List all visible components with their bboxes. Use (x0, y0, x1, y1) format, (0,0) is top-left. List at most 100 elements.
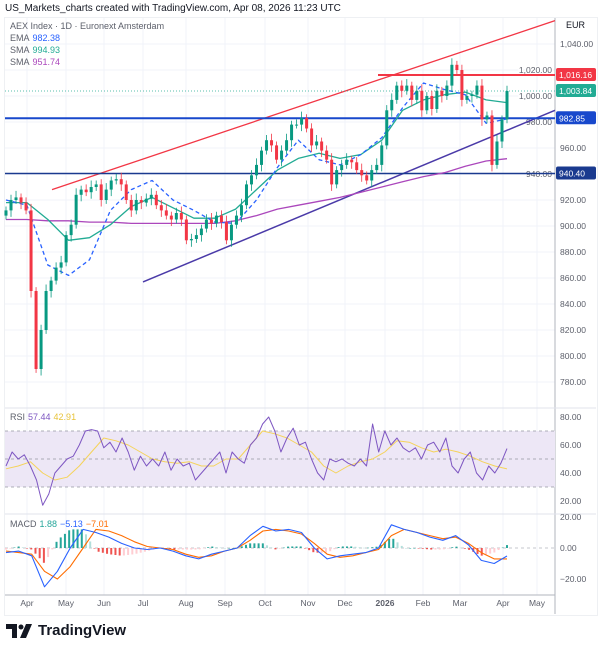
macd-histogram-bar (173, 548, 176, 550)
macd-histogram-bar (21, 547, 24, 548)
macd-histogram-bar (219, 547, 222, 549)
price-tick-label: 920.00 (560, 195, 586, 205)
candle-body (330, 159, 334, 185)
candle-body (174, 213, 178, 220)
macd-histogram-bar (421, 548, 424, 549)
macd-histogram-bar (51, 548, 54, 550)
macd-histogram-bar (278, 548, 281, 549)
candle-body (74, 194, 78, 225)
candle-body (340, 164, 344, 171)
macd-histogram-bar (89, 541, 92, 548)
candle-body (54, 267, 58, 281)
macd-histogram-bar (295, 546, 298, 548)
candle-body (24, 202, 28, 211)
macd-histogram-bar (442, 548, 445, 550)
candle-body (204, 219, 208, 229)
macd-histogram-bar (34, 548, 37, 554)
macd-histogram-bar (139, 548, 142, 553)
price-tick-label: 840.00 (560, 299, 586, 309)
candle-body (280, 150, 284, 160)
macd-histogram-bar (497, 548, 500, 551)
macd-histogram-bar (190, 548, 193, 550)
candle-body (265, 140, 269, 151)
candle-body (169, 215, 173, 220)
candle-body (350, 159, 354, 163)
macd-histogram-bar (80, 529, 83, 548)
macd-histogram-bar (270, 547, 273, 548)
candle-body (44, 291, 48, 330)
macd-histogram-bar (5, 548, 7, 550)
candle-body (405, 85, 409, 91)
macd-histogram-bar (455, 546, 458, 548)
macd-histogram-bar (308, 548, 311, 551)
macd-signal-value: −7.01 (85, 519, 109, 529)
candle-body (239, 205, 243, 216)
macd-histogram-bar (266, 545, 269, 548)
candle-body (320, 141, 324, 151)
candle-body (305, 118, 309, 129)
macd-histogram-bar (404, 548, 407, 549)
macd-histogram-bar (476, 548, 479, 554)
chart-frame (4, 17, 598, 616)
candle-body (69, 224, 73, 236)
macd-histogram-bar (388, 538, 391, 548)
time-tick-label: Feb (416, 598, 431, 608)
macd-histogram-bar (122, 548, 125, 556)
macd-histogram-bar (484, 548, 487, 555)
macd-histogram-bar (350, 546, 353, 548)
candle-body (300, 118, 304, 125)
price-tick-label: 800.00 (560, 351, 586, 361)
macd-histogram-bar (434, 548, 437, 550)
candle-body (440, 90, 444, 96)
macd-histogram-bar (480, 548, 483, 556)
symbol-label: AEX Index · 1D · Euronext Amsterdam (10, 21, 165, 31)
macd-histogram-bar (232, 548, 235, 549)
candle-body (260, 150, 264, 165)
macd-histogram-bar (202, 548, 205, 549)
time-tick-label: May (529, 598, 546, 608)
price-badge-label: 1,016.16 (559, 70, 592, 80)
macd-histogram-bar (215, 547, 218, 548)
main-legend: AEX Index · 1D · Euronext Amsterdam EMA 9… (10, 20, 164, 68)
macd-histogram-bar (468, 548, 471, 550)
candle-body (129, 200, 133, 211)
candle-body (104, 189, 108, 200)
chart-title: US_Markets_charts created with TradingVi… (5, 3, 341, 14)
macd-histogram-bar (63, 533, 66, 548)
candle-body (134, 200, 138, 211)
time-tick-label: Mar (453, 598, 468, 608)
candle-body (355, 162, 359, 171)
price-tick-label: 1,040.00 (560, 39, 593, 49)
candle-body (505, 91, 509, 120)
time-tick-label: Jun (97, 598, 111, 608)
candle-body (124, 184, 128, 200)
macd-histogram-bar (257, 543, 260, 548)
macd-histogram-bar (501, 547, 504, 549)
candle-body (179, 213, 183, 220)
candle-body (395, 85, 399, 100)
macd-histogram-bar (114, 548, 117, 556)
price-tick-label: 1,020.00 (519, 65, 552, 75)
price-tick-label: 900.00 (560, 221, 586, 231)
macd-histogram-bar (375, 546, 378, 548)
macd-histogram-bar (131, 548, 134, 555)
time-tick-label: Dec (337, 598, 353, 608)
tradingview-logo[interactable]: TradingView (6, 622, 126, 639)
candle-body (475, 85, 479, 95)
candle-body (14, 197, 18, 200)
tradingview-logo-icon (6, 623, 32, 638)
candle-body (94, 184, 98, 187)
macd-tick-label: 0.00 (560, 543, 577, 553)
macd-histogram-bar (223, 548, 226, 549)
price-tick-label: 1,000.00 (519, 91, 552, 101)
macd-histogram-bar (110, 548, 113, 555)
candle-body (4, 210, 8, 216)
macd-histogram-bar (84, 534, 87, 548)
candle-body (159, 205, 163, 211)
ema-value: 982.38 (32, 33, 61, 43)
time-tick-label: Apr (20, 598, 33, 608)
sma200-legend: SMA 951.74 (10, 57, 61, 67)
macd-histogram-bar (506, 545, 508, 548)
macd-histogram-bar (463, 548, 466, 549)
